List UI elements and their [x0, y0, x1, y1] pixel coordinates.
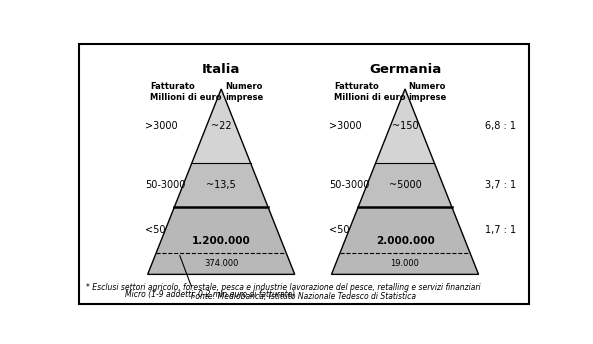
Text: Germania: Germania — [369, 63, 441, 76]
Text: 3,7 : 1: 3,7 : 1 — [486, 180, 517, 190]
Text: Numero
imprese: Numero imprese — [225, 82, 263, 102]
Text: ~5000: ~5000 — [388, 180, 422, 190]
Text: 50-3000: 50-3000 — [329, 180, 369, 190]
Polygon shape — [375, 89, 435, 163]
Text: <50: <50 — [145, 225, 166, 235]
Text: 1.200.000: 1.200.000 — [192, 236, 251, 246]
Text: 1,7 : 1: 1,7 : 1 — [486, 225, 517, 235]
Text: >3000: >3000 — [145, 121, 178, 131]
Text: Numero
imprese: Numero imprese — [409, 82, 447, 102]
Text: >3000: >3000 — [329, 121, 362, 131]
Text: 2.000.000: 2.000.000 — [375, 236, 435, 246]
Text: 19.000: 19.000 — [391, 259, 419, 268]
Polygon shape — [192, 89, 251, 163]
Text: 374.000: 374.000 — [204, 259, 238, 268]
Text: Fonte: Mediobanca, Istituto Nazionale Tedesco di Statistica: Fonte: Mediobanca, Istituto Nazionale Te… — [192, 292, 416, 301]
Text: 50-3000: 50-3000 — [145, 180, 186, 190]
Polygon shape — [174, 163, 268, 207]
Text: * Esclusi settori agricolo, forestale, pesca e industrie lavorazione del pesce, : * Esclusi settori agricolo, forestale, p… — [85, 282, 480, 292]
Polygon shape — [148, 207, 295, 275]
Text: ~150: ~150 — [392, 121, 418, 131]
Text: ~22: ~22 — [211, 121, 231, 131]
Text: Fatturato
Millioni di euro: Fatturato Millioni di euro — [334, 82, 405, 102]
Polygon shape — [331, 207, 479, 275]
Text: 6,8 : 1: 6,8 : 1 — [486, 121, 517, 131]
Text: <50: <50 — [329, 225, 350, 235]
Text: ~13,5: ~13,5 — [206, 180, 236, 190]
Polygon shape — [358, 163, 452, 207]
Text: Fatturato
Millioni di euro: Fatturato Millioni di euro — [150, 82, 221, 102]
Text: Italia: Italia — [202, 63, 240, 76]
Text: Micro (1-9 addetti, 0-2 mln euro di fatturato): Micro (1-9 addetti, 0-2 mln euro di fatt… — [125, 290, 295, 299]
